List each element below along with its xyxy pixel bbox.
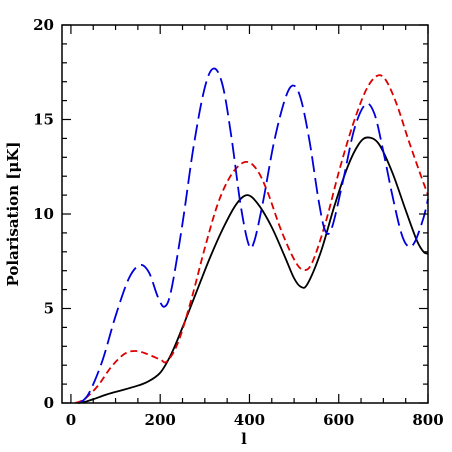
- y-axis-label: Polarisation [μK]: [4, 141, 22, 286]
- series-solid-line: [77, 136, 429, 404]
- y-tick-label: 20: [33, 16, 54, 34]
- plot-lines: [75, 67, 429, 404]
- tick-labels: 0 200 400 600 800 0 5 10 15 20: [33, 16, 444, 429]
- x-axis-label: l: [241, 430, 247, 448]
- x-tick-label: 800: [412, 411, 443, 429]
- y-tick-label: 5: [44, 300, 54, 318]
- y-tick-label: 10: [33, 205, 54, 223]
- y-tick-label: 0: [44, 394, 54, 412]
- plot-frame: [61, 24, 429, 404]
- series-short-dash-line: [75, 74, 429, 404]
- x-tick-label: 200: [145, 411, 176, 429]
- series-long-dash-line: [79, 67, 429, 404]
- axis-ticks: [62, 24, 429, 404]
- y-tick-label: 15: [33, 111, 54, 129]
- x-tick-label: 400: [234, 411, 265, 429]
- x-tick-label: 0: [66, 411, 76, 429]
- x-tick-label: 600: [323, 411, 354, 429]
